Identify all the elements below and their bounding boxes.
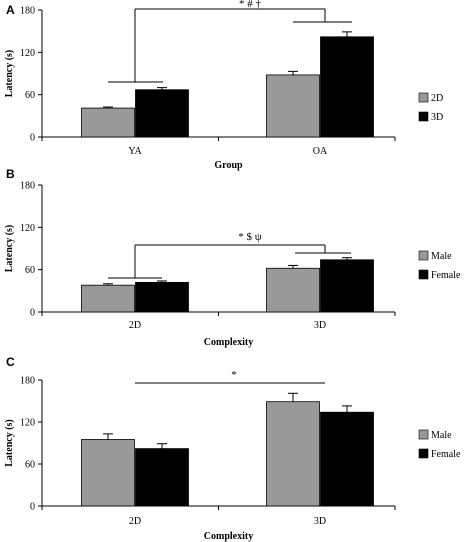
x-tick-label: YA — [128, 146, 142, 157]
x-tick-label: OA — [313, 146, 328, 157]
bar-female-2d — [135, 281, 189, 313]
y-tick-label: 0 — [30, 502, 35, 513]
legend-swatch — [418, 92, 429, 103]
y-axis-label: Latency (s) — [4, 419, 15, 467]
legend-label: Male — [431, 430, 452, 441]
x-axis-label: Complexity — [204, 337, 253, 348]
legend-label: 2D — [431, 93, 443, 104]
bar-2d-ya — [81, 107, 135, 138]
y-tick-label: 60 — [25, 460, 35, 471]
significance-marker: * — [231, 369, 237, 381]
y-tick-label: 180 — [20, 6, 35, 17]
bar-male-3d — [266, 401, 320, 507]
significance-marker: * # † — [239, 0, 262, 10]
y-tick-label: 120 — [20, 48, 35, 59]
panel-C: C 0 60 120 180 Latency (s) 2D 3D Complexity * Male… — [4, 355, 461, 542]
y-tick-label: 0 — [30, 133, 35, 144]
legend-label: 3D — [431, 112, 443, 123]
y-tick-label: 60 — [25, 265, 35, 276]
legend-label: Male — [431, 251, 452, 262]
y-tick-label: 120 — [20, 223, 35, 234]
panel-letter: C — [6, 355, 15, 369]
y-tick-label: 120 — [20, 418, 35, 429]
bar-3d-oa — [320, 36, 374, 138]
legend-label: Female — [431, 270, 461, 281]
x-axis-label: Group — [214, 160, 243, 171]
x-tick-label: 3D — [314, 320, 326, 331]
panel-A: A 0 60 120 180 Latency (s) YA OA Group * # † 2D 3D — [4, 0, 443, 171]
legend-swatch — [418, 269, 429, 280]
bar-male-2d — [81, 439, 135, 507]
y-tick-label: 180 — [20, 376, 35, 387]
y-tick-label: 60 — [25, 90, 35, 101]
legend-label: Female — [431, 449, 461, 460]
legend-swatch — [418, 448, 429, 459]
y-tick-label: 180 — [20, 181, 35, 192]
bar-female-3d — [320, 411, 374, 507]
legend-swatch — [418, 250, 429, 261]
x-tick-label: 2D — [129, 320, 141, 331]
legend-swatch — [418, 429, 429, 440]
bar-male-2d — [81, 284, 135, 313]
x-tick-label: 2D — [129, 516, 141, 527]
significance-marker: * $ ψ — [238, 231, 262, 243]
panel-B: B 0 60 120 180 Latency (s) 2D 3D Complexity * $ ψ… — [4, 167, 461, 348]
x-tick-label: 3D — [314, 516, 326, 527]
bar-female-3d — [320, 259, 374, 313]
y-axis-label: Latency (s) — [4, 50, 15, 98]
panel-letter: A — [6, 3, 15, 17]
bar-3d-ya — [135, 89, 189, 138]
y-tick-label: 0 — [30, 308, 35, 319]
x-axis-label: Complexity — [204, 531, 253, 542]
bar-female-2d — [135, 448, 189, 507]
y-axis-label: Latency (s) — [4, 225, 15, 273]
panel-letter: B — [6, 167, 15, 181]
bar-2d-oa — [266, 74, 320, 138]
legend-swatch — [418, 111, 429, 122]
bar-male-3d — [266, 267, 320, 313]
